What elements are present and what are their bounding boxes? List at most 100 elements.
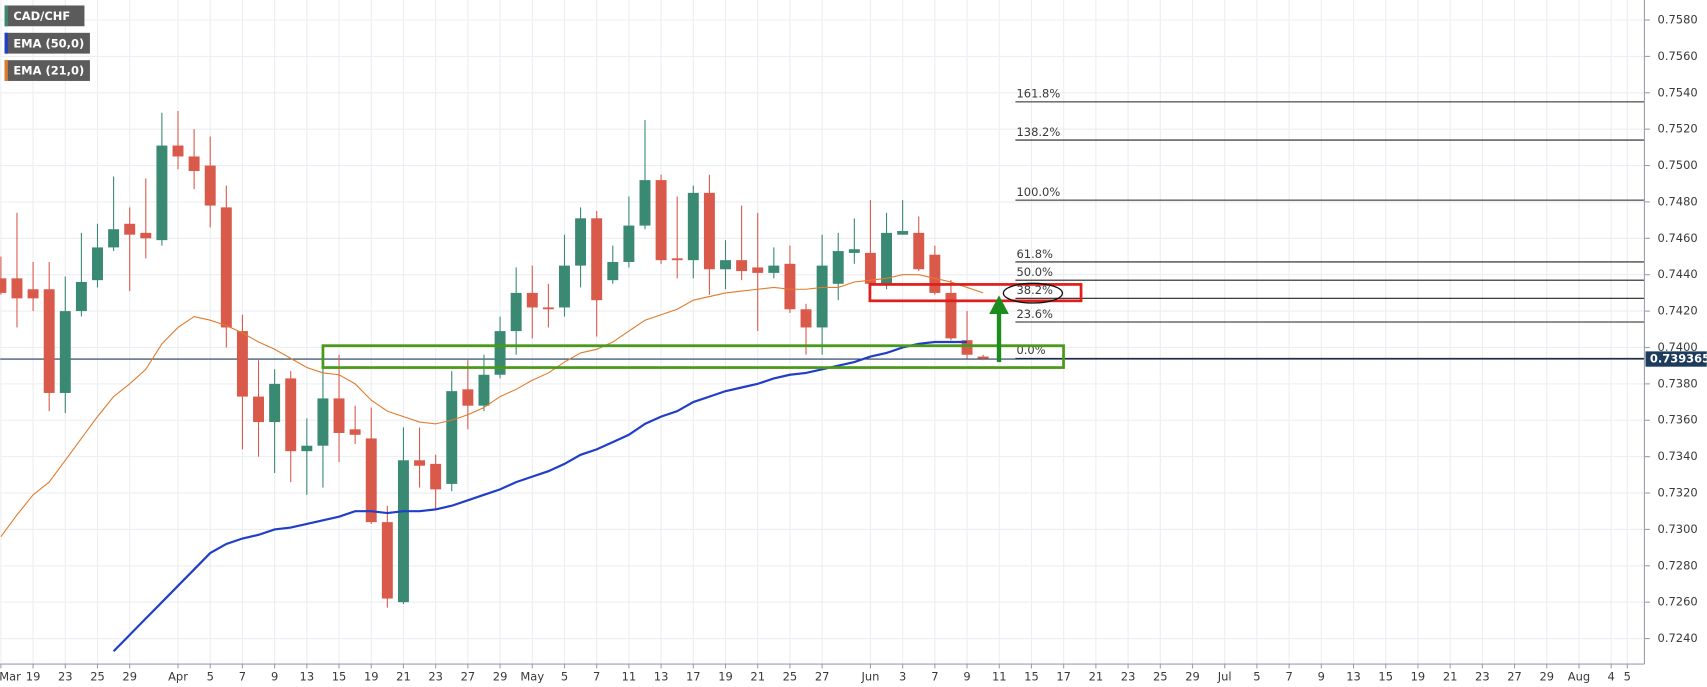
x-tick-label: 27 — [461, 670, 476, 684]
candle-body — [59, 311, 71, 393]
candle-body — [687, 192, 699, 261]
ema-line — [0, 274, 984, 538]
x-tick-label: 5 — [561, 670, 568, 684]
y-tick-label: 0.7560 — [1658, 49, 1698, 63]
x-tick-label: 27 — [1507, 670, 1522, 684]
x-tick-label: 15 — [1024, 670, 1039, 684]
candle-body — [977, 356, 989, 359]
y-tick-label: 0.7240 — [1658, 631, 1698, 645]
x-tick-label: Jul — [1217, 670, 1232, 684]
candle-body — [285, 378, 297, 452]
candle-body — [124, 223, 136, 235]
candle-body — [349, 429, 361, 435]
legend: CAD/CHF EMA (50,0) EMA (21,0) — [4, 5, 90, 81]
candle-body — [607, 261, 619, 281]
legend-swatch — [4, 32, 8, 54]
x-tick-label: May — [520, 670, 544, 684]
y-tick-label: 0.7520 — [1658, 122, 1698, 136]
candle-body — [365, 438, 377, 523]
candle-body — [446, 391, 458, 484]
x-tick-label: 19 — [1411, 670, 1426, 684]
candle-body — [269, 383, 281, 423]
x-tick-label: 21 — [1089, 670, 1104, 684]
support-box — [321, 344, 1065, 369]
fib-label: 100.0% — [1016, 185, 1060, 199]
candle-body — [559, 265, 570, 308]
candle-body — [961, 340, 973, 355]
y-tick-label: 0.7460 — [1658, 231, 1698, 245]
fib-label: 161.8% — [1016, 87, 1060, 101]
candle-body — [0, 278, 7, 293]
x-tick-label: 25 — [783, 670, 798, 684]
candle-body — [800, 309, 812, 328]
y-tick-label: 0.7580 — [1658, 13, 1698, 27]
legend-label: EMA (50,0) — [13, 36, 84, 50]
x-tick-label: 25 — [1153, 670, 1168, 684]
candle-body — [945, 292, 957, 339]
candle-body — [478, 374, 490, 406]
x-tick-label: 13 — [1346, 670, 1361, 684]
fib-highlight — [1002, 282, 1064, 304]
candle-body — [848, 249, 860, 253]
candle-body — [462, 389, 474, 406]
x-tick-label: 27 — [815, 670, 830, 684]
x-tick-label: 19 — [364, 670, 379, 684]
candle-body — [768, 265, 780, 273]
x-tick-label: Apr — [168, 670, 188, 684]
candle-body — [591, 218, 603, 301]
candle-body — [655, 180, 667, 261]
x-tick-label: 15 — [1378, 670, 1393, 684]
x-tick-label: Aug — [1568, 670, 1590, 684]
x-tick-label: 7 — [1285, 670, 1292, 684]
x-tick-label: 7 — [593, 670, 600, 684]
x-tick-label: 23 — [428, 670, 443, 684]
fib-label: 38.2% — [1016, 283, 1053, 297]
candle-body — [156, 145, 168, 241]
x-tick-label: Mar — [0, 670, 21, 684]
candle-body — [639, 180, 651, 226]
candle-body — [108, 229, 120, 248]
y-tick-label: 0.7340 — [1658, 449, 1698, 463]
candle-body — [140, 232, 152, 239]
x-tick-label: 29 — [1185, 670, 1200, 684]
candle-body — [929, 254, 941, 293]
candle-body — [542, 307, 554, 310]
x-tick-label: 17 — [686, 670, 701, 684]
candle-body — [784, 263, 796, 310]
candle-body — [736, 260, 748, 272]
legend-box — [4, 5, 85, 27]
x-tick-label: 29 — [122, 670, 137, 684]
x-tick-label: 21 — [750, 670, 765, 684]
y-tick-label: 0.7420 — [1658, 304, 1698, 318]
candle-body — [317, 398, 329, 446]
fib-label: 50.0% — [1016, 265, 1053, 279]
candle-body — [204, 165, 216, 206]
candle-body — [75, 281, 87, 312]
y-tick-label: 0.7280 — [1658, 558, 1698, 572]
candle-body — [236, 331, 248, 397]
x-tick-label: 25 — [90, 670, 105, 684]
x-tick-label: 4 — [1608, 670, 1615, 684]
candle-body — [381, 522, 393, 599]
candle-body — [397, 460, 409, 603]
annotations — [321, 282, 1083, 369]
legend-swatch — [4, 60, 8, 81]
legend-label: CAD/CHF — [13, 9, 70, 23]
last-price-box — [1645, 351, 1707, 367]
x-tick-label: 5 — [1253, 670, 1260, 684]
last-price-label: 0.739365 — [1650, 352, 1707, 366]
legend-box — [4, 60, 90, 81]
candle-body — [575, 218, 587, 266]
y-tick-label: 0.7260 — [1658, 595, 1698, 609]
candle-body — [816, 265, 828, 328]
candle-body — [703, 192, 715, 270]
candle-body — [671, 258, 683, 261]
y-tick-label: 0.7540 — [1658, 85, 1698, 99]
candle-body — [720, 260, 731, 270]
y-tick-label: 0.7480 — [1658, 194, 1698, 208]
candle-body — [92, 247, 103, 281]
y-tick-label: 0.7400 — [1658, 340, 1698, 354]
candle-body — [27, 289, 39, 299]
